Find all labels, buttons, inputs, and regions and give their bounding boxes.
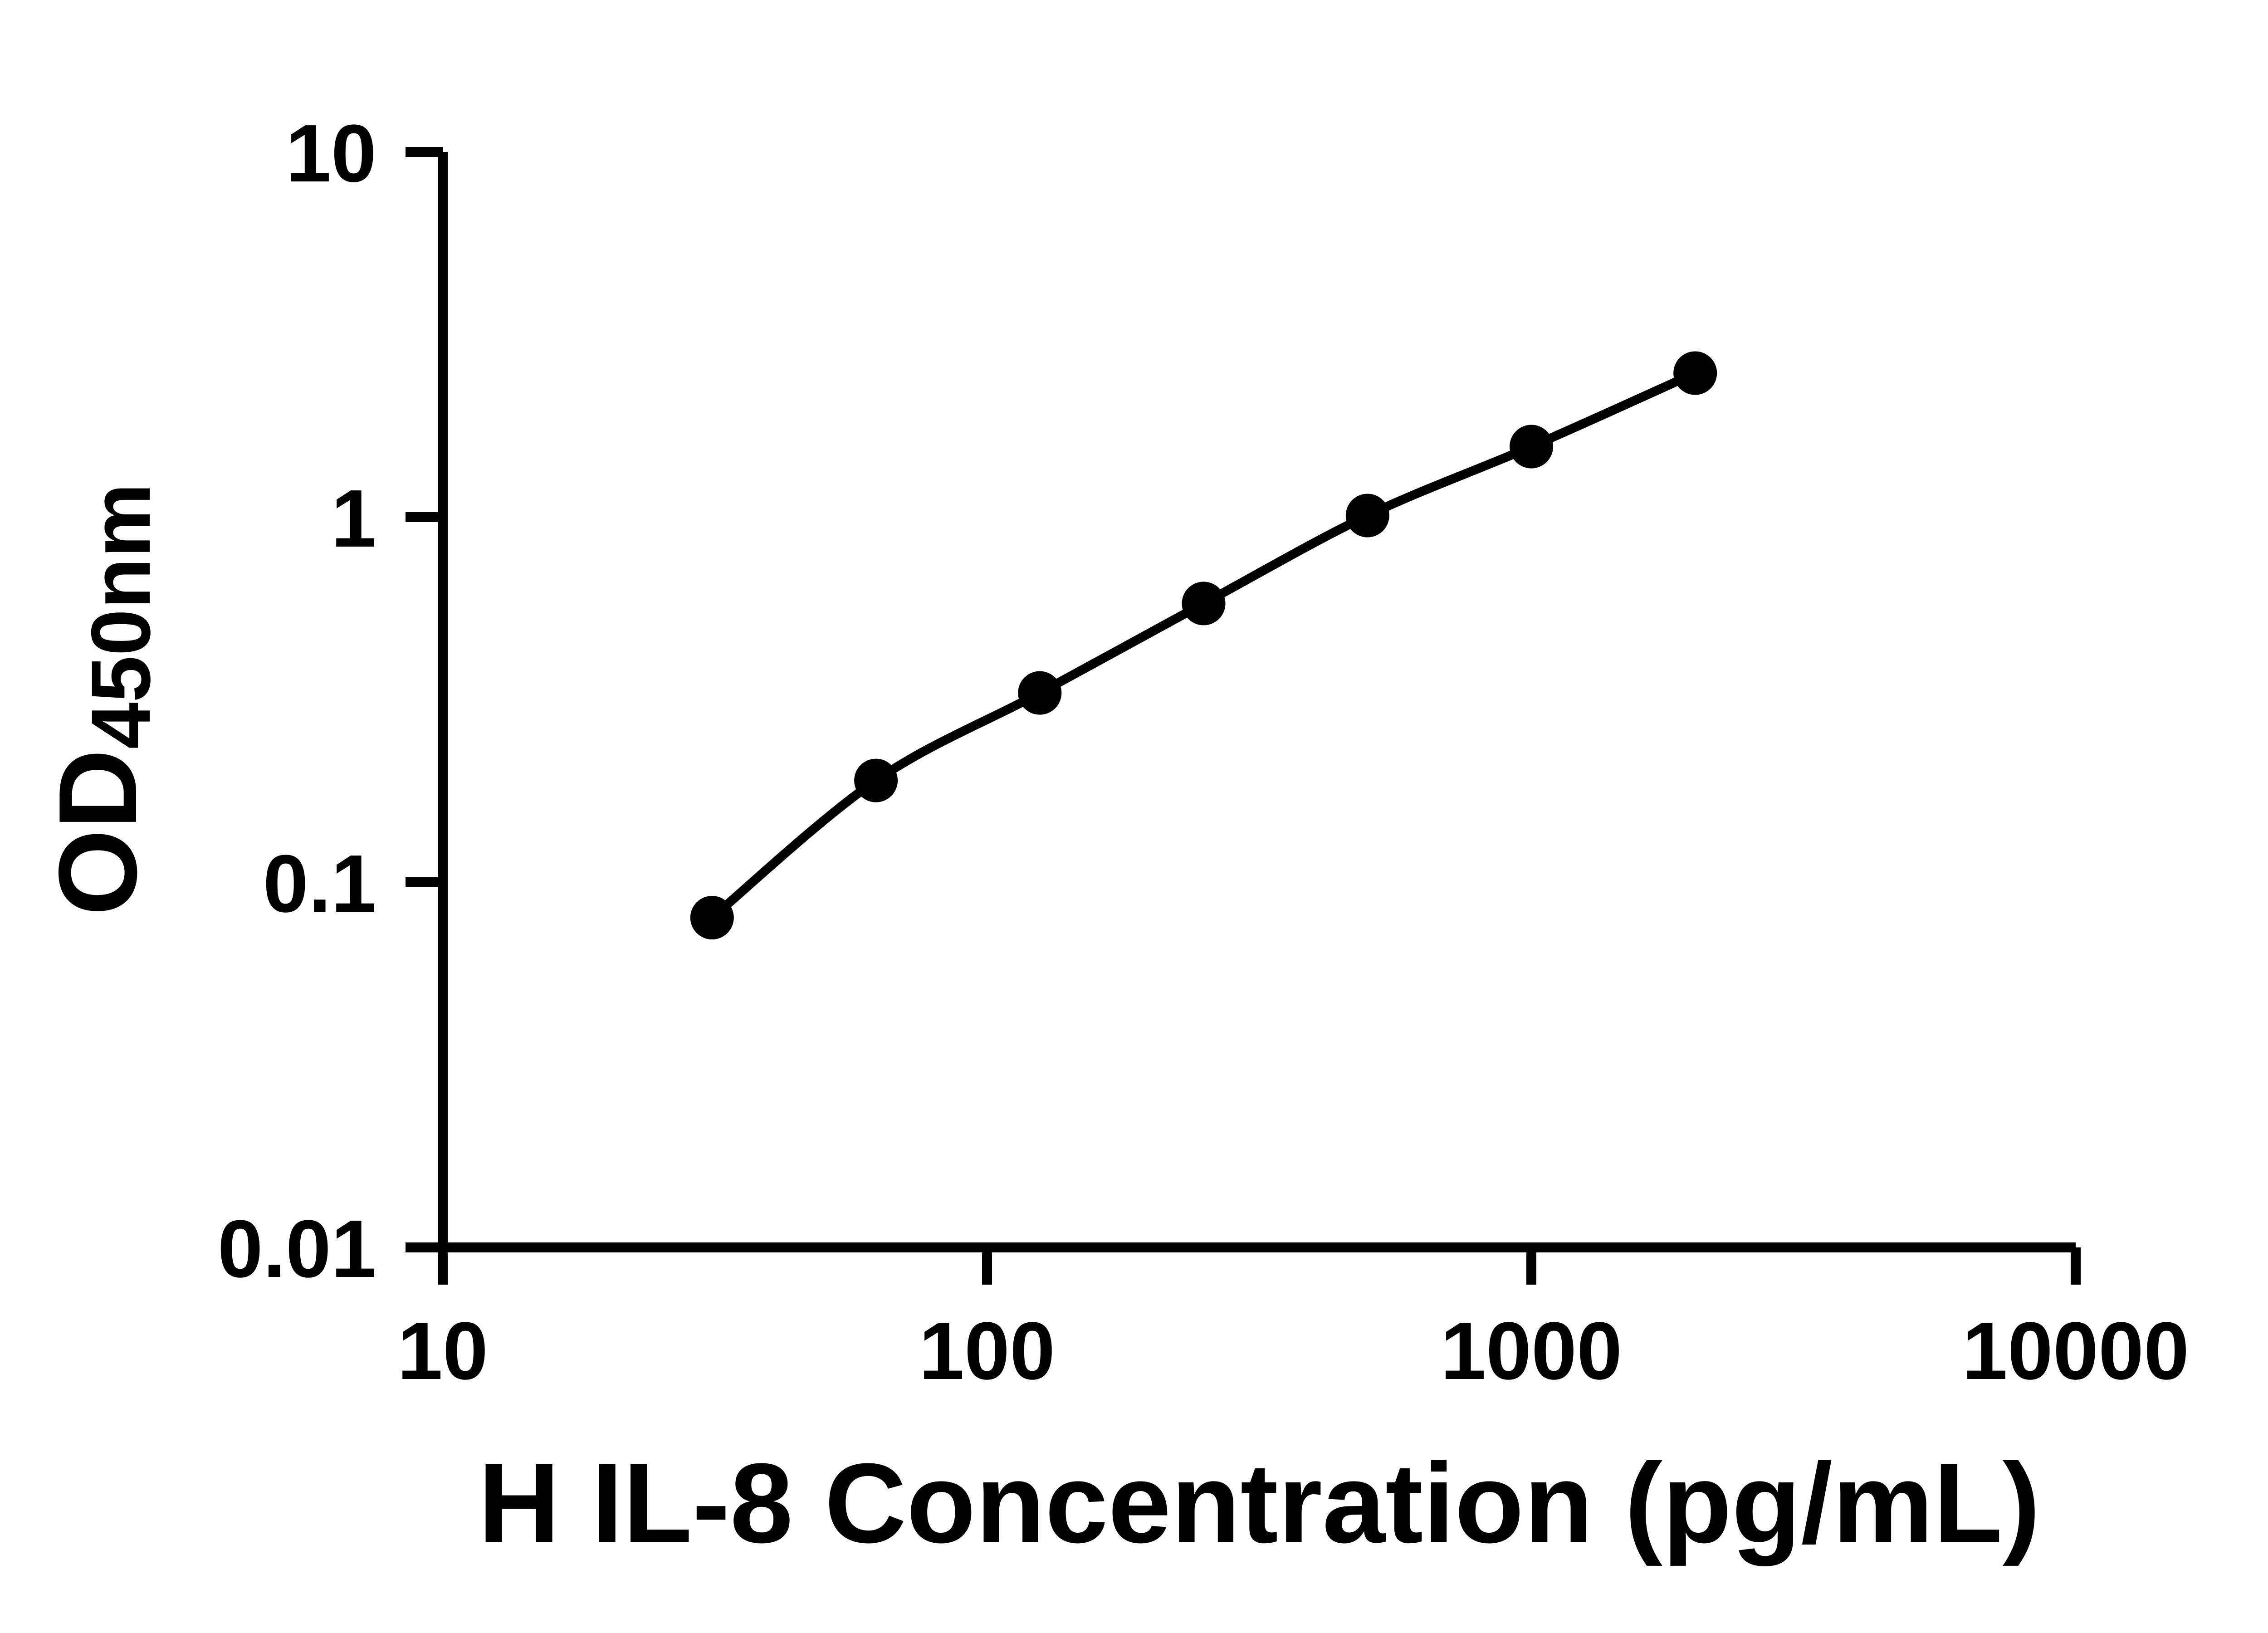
y-tick-label-2: 0.1 — [263, 838, 376, 929]
x-tick-label-0: 10 — [397, 1305, 488, 1397]
y-axis-title-main: OD — [35, 749, 160, 916]
data-point-3 — [1182, 582, 1226, 626]
x-axis-title: H IL-8 Concentration (pg/mL) — [478, 1440, 2040, 1566]
data-point-4 — [1345, 494, 1389, 538]
x-tick-label-2: 1000 — [1441, 1305, 1622, 1397]
axes-group — [406, 147, 2081, 1285]
axis-frame — [438, 152, 2076, 1252]
data-point-6 — [1673, 351, 1717, 395]
y-tick-label-3: 0.01 — [218, 1203, 376, 1295]
x-tick-label-1: 100 — [919, 1305, 1055, 1397]
y-tick-label-1: 1 — [331, 473, 376, 564]
y-tick-label-0: 10 — [286, 108, 376, 199]
y-axis-title-subscript: 450nm — [74, 483, 168, 749]
data-point-5 — [1510, 425, 1553, 469]
data-point-1 — [854, 758, 898, 802]
x-tick-label-3: 10000 — [1962, 1305, 2190, 1397]
data-point-2 — [1018, 671, 1062, 715]
y-axis-title: OD450nm — [35, 483, 168, 916]
data-point-0 — [690, 896, 734, 939]
points-group — [690, 351, 1717, 939]
axis-titles-group: H IL-8 Concentration (pg/mL) OD450nm — [35, 483, 2040, 1566]
